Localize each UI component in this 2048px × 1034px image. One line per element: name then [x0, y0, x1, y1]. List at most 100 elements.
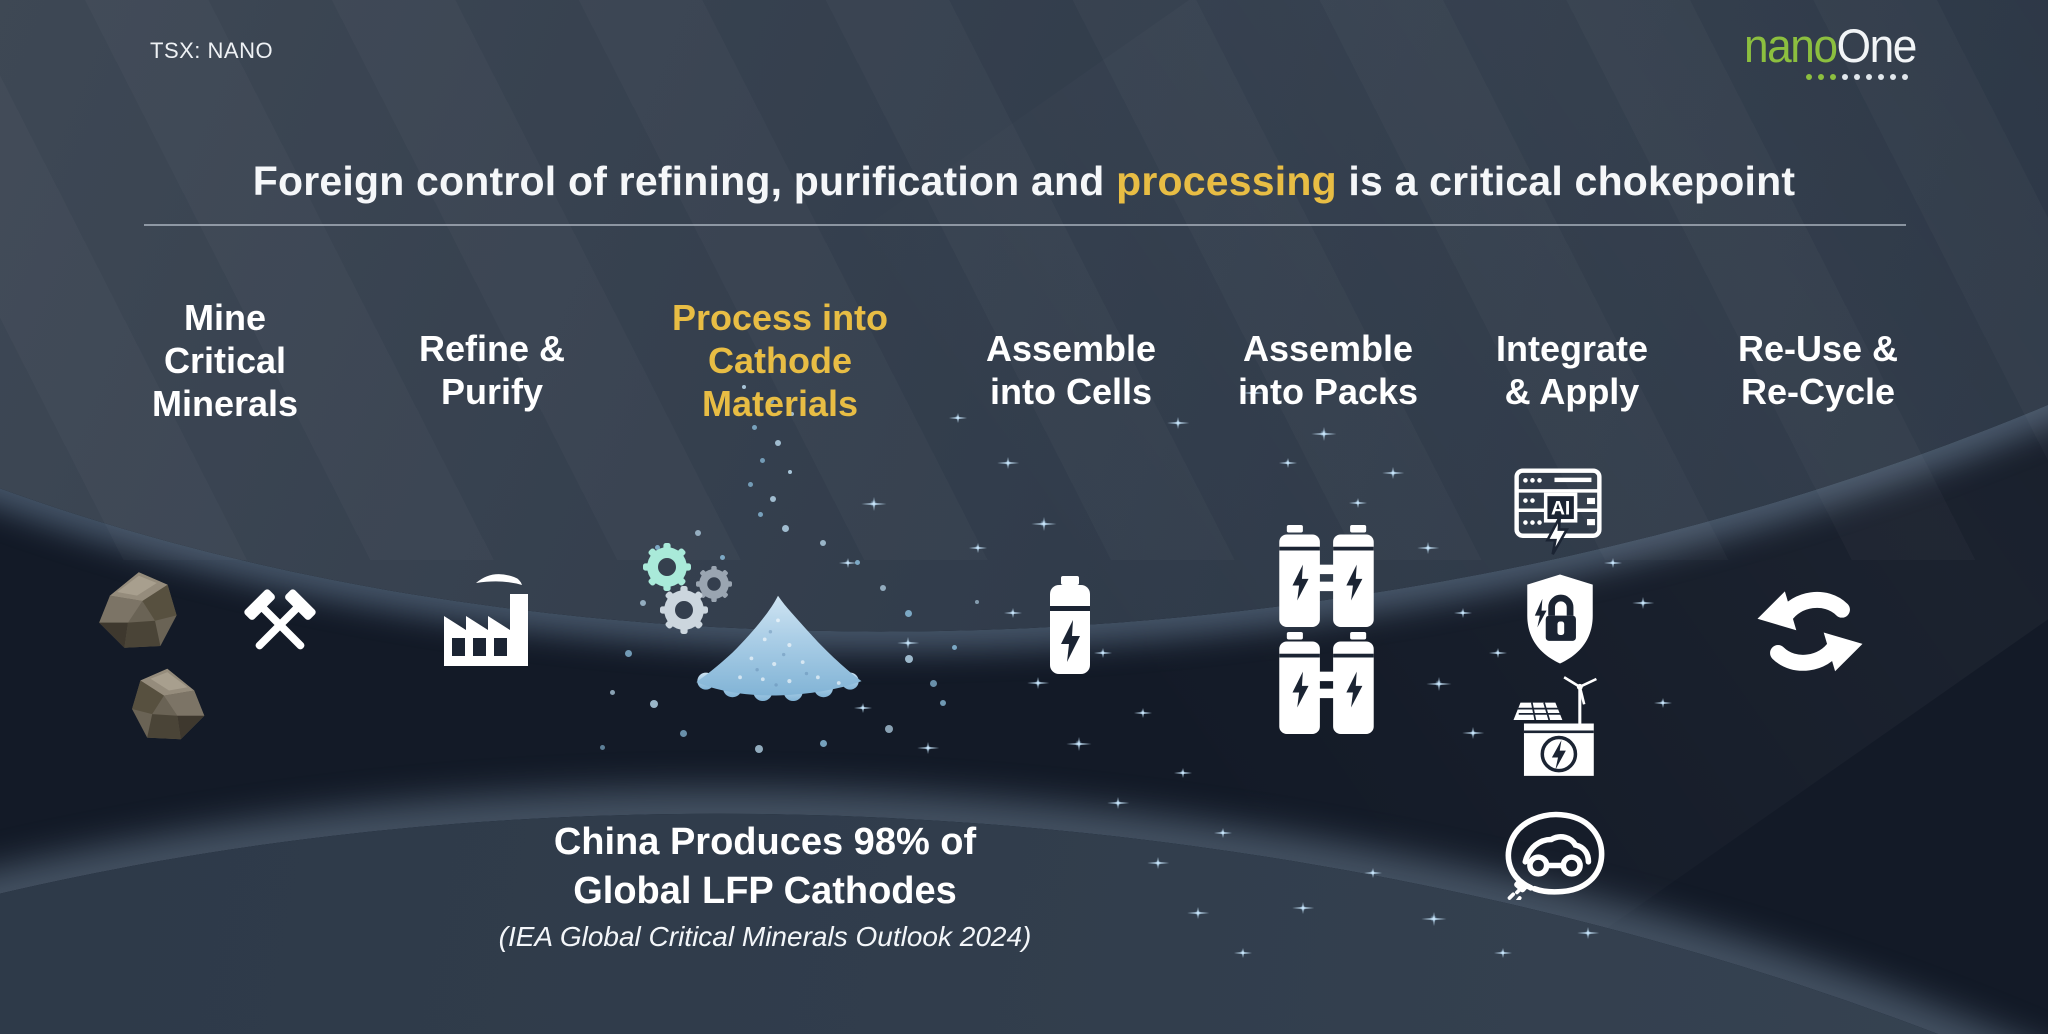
sparkle-star [1155, 860, 1161, 866]
sparkle-star [870, 500, 877, 507]
powder-dot [752, 425, 757, 430]
sparkle-star [1100, 650, 1105, 655]
gear-icon [660, 586, 708, 634]
powder-dot [758, 512, 763, 517]
powder-dot [905, 655, 913, 663]
sparkle-star [845, 560, 850, 565]
svg-text:AI: AI [1551, 498, 1570, 520]
powder-dot [885, 725, 893, 733]
page-title: Foreign control of refining, purificatio… [252, 158, 1796, 204]
sparkle-star [1370, 870, 1375, 875]
logo-dot [1854, 74, 1860, 80]
powder-dot [788, 470, 792, 474]
sparkle-star [1115, 800, 1121, 806]
sparkle-star [1220, 830, 1225, 835]
sparkle-star [1470, 730, 1476, 736]
title-underline [144, 224, 1906, 226]
powder-dot [940, 700, 946, 706]
sparkle-star [1585, 930, 1591, 936]
shield-lock-icon [1527, 574, 1593, 664]
powder-dot [680, 730, 687, 737]
sparkle-star [1425, 545, 1431, 551]
sparkle-star [1180, 770, 1185, 775]
sparkle-star [1250, 390, 1256, 396]
powder-dot [775, 440, 781, 446]
sparkle-star [905, 640, 911, 646]
gear-icon [643, 543, 691, 591]
powder-dot [770, 496, 776, 502]
sparkle-star [925, 745, 931, 751]
background-stripes [0, 0, 2048, 560]
logo-dots [1806, 74, 1908, 80]
powder-dot [742, 385, 746, 389]
powder-dot [625, 650, 632, 657]
sparkle-star [1035, 680, 1041, 686]
sparkle-star [1285, 460, 1290, 465]
sparkle-star [1640, 600, 1646, 606]
logo-dot [1866, 74, 1872, 80]
sparkle-star [1010, 610, 1015, 615]
sparkle-star [1300, 905, 1306, 911]
sparkle-star [1175, 420, 1181, 426]
stage-label-integrate: Integrate & Apply [1495, 328, 1649, 413]
logo-dot [1878, 74, 1884, 80]
crossed-mining-tools-icon [244, 589, 316, 650]
title-highlight: processing [1116, 158, 1337, 204]
stat-citation: (IEA Global Critical Minerals Outlook 20… [498, 920, 1032, 952]
ticker-label: TSX: NANO [150, 38, 274, 63]
powder-dot [695, 530, 701, 536]
logo-dot [1818, 74, 1824, 80]
sparkle-star [1040, 520, 1047, 527]
sparkle-star [1355, 500, 1360, 505]
powder-dot [720, 555, 725, 560]
powder-dot [600, 745, 605, 750]
powder-dot [782, 525, 789, 532]
sparkle-star [1195, 910, 1201, 916]
logo-dot [1842, 74, 1848, 80]
powder-dot [820, 740, 827, 747]
powder-dot [768, 398, 774, 404]
sparkle-star [1610, 560, 1615, 565]
powder-dot [975, 600, 979, 604]
stage-label-cells: Assemble into Cells [985, 328, 1157, 413]
stage-label-mine: Mine Critical Minerals [151, 297, 299, 425]
powder-dot [952, 645, 957, 650]
mineral-rock-icon [132, 668, 205, 740]
powder-dot [790, 412, 794, 416]
sparkle-star [955, 415, 960, 420]
battery-cell-icon [1050, 576, 1090, 674]
logo-dot [1830, 74, 1836, 80]
powder-dot [780, 368, 785, 373]
sparkle-star [1320, 430, 1327, 437]
powder-dot [650, 700, 658, 708]
powder-dot [748, 482, 753, 487]
sparkle-star [1500, 950, 1505, 955]
logo-wordmark: nanoOne [1744, 19, 1917, 72]
cathode-powder-pile-icon [696, 595, 862, 702]
powder-dot [905, 610, 912, 617]
sparkle-star [1140, 710, 1145, 715]
powder-dot [640, 600, 646, 606]
sparkle-star [860, 705, 865, 710]
logo-dot [1890, 74, 1896, 80]
sparkle-star [1495, 650, 1500, 655]
china-stat-callout: China Produces 98% of Global LFP Cathode… [499, 818, 1032, 953]
ev-car-icon [1505, 811, 1605, 900]
stat-line-2: Global LFP Cathodes [573, 870, 957, 913]
recycle-arrows-icon [1757, 591, 1863, 672]
powder-dot [760, 458, 765, 463]
renewable-storage-icon [1513, 676, 1597, 776]
powder-dot [930, 680, 937, 687]
stage-label-reuse: Re-Use & Re-Cycle [1737, 328, 1899, 413]
sparkle-star [1430, 915, 1437, 922]
sparkle-star [1660, 700, 1665, 705]
sparkle-star [1075, 740, 1082, 747]
logo-dot [1806, 74, 1812, 80]
stat-line-1: China Produces 98% of [553, 821, 977, 863]
sparkle-star [1240, 950, 1245, 955]
factory-icon [444, 574, 528, 666]
powder-dot [855, 560, 860, 565]
stage-label-refine: Refine & Purify [418, 328, 566, 413]
mineral-rock-icon [99, 572, 177, 648]
